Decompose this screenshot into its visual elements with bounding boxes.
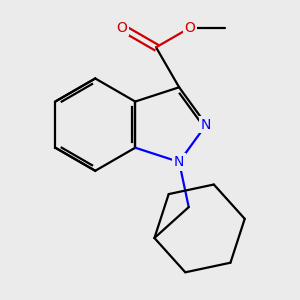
Text: O: O [184, 21, 196, 35]
Text: O: O [117, 21, 128, 35]
Text: N: N [174, 155, 184, 169]
Text: N: N [201, 118, 211, 132]
